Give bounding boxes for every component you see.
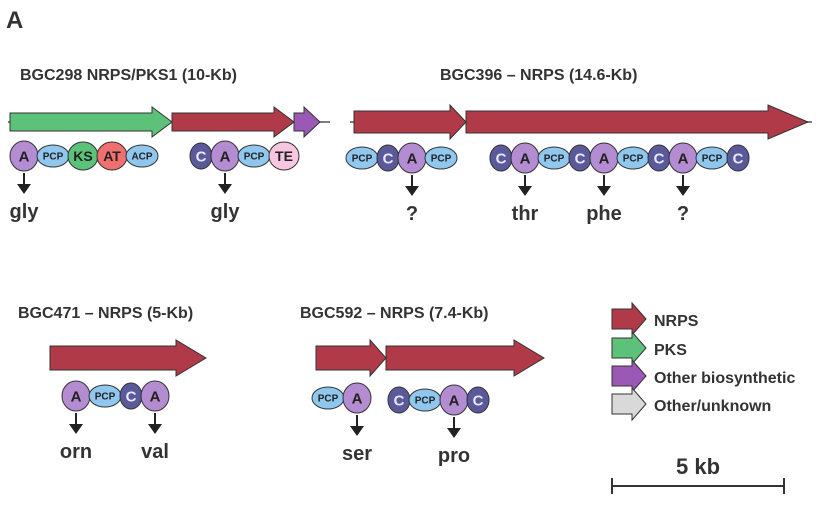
domain-label-a: A bbox=[71, 388, 82, 405]
panel-label: A bbox=[6, 7, 23, 34]
legend-label-pks: PKS bbox=[654, 342, 687, 359]
substrate-arrowhead bbox=[69, 424, 83, 434]
legend-item-other-unknown: Other/unknown bbox=[611, 386, 771, 422]
domain-label-pcp: PCP bbox=[415, 396, 436, 407]
substrate-label: gly bbox=[211, 201, 241, 223]
substrate-arrowhead bbox=[597, 186, 611, 196]
domain-label-pcp: PCP bbox=[431, 154, 452, 165]
gene-arrow-nrps bbox=[49, 339, 207, 377]
domain-label-pcp: PCP bbox=[244, 152, 265, 163]
substrate-label: ? bbox=[677, 203, 689, 225]
legend: NRPS PKS Other biosynthetic Other/unknow… bbox=[611, 301, 795, 422]
domain-label-pcp: PCP bbox=[544, 154, 565, 165]
domain-label-pcp: PCP bbox=[43, 152, 64, 163]
domain-te bbox=[268, 141, 300, 171]
gene-arrow-nrps bbox=[171, 106, 295, 138]
domain-label-c: C bbox=[733, 150, 744, 167]
cluster-title-bgc396: BGC396 – NRPS (14.6-Kb) bbox=[440, 67, 637, 84]
domain-label-c: C bbox=[394, 392, 405, 409]
scale-bar: 5 kb bbox=[611, 454, 785, 494]
domain-label-a: A bbox=[150, 388, 161, 405]
substrate-label: ? bbox=[406, 203, 418, 225]
substrate-arrowhead bbox=[148, 424, 162, 434]
gene-arrows bbox=[8, 103, 812, 378]
gene-arrow-nrps bbox=[315, 338, 387, 378]
domain-a bbox=[342, 382, 372, 414]
substrate-label: val bbox=[141, 441, 169, 463]
domain-label-pcp: PCP bbox=[318, 394, 339, 405]
domain-label-pcp: PCP bbox=[702, 154, 723, 165]
domain-label-at: AT bbox=[103, 148, 121, 164]
gene-arrow-other-biosynthetic bbox=[293, 105, 321, 139]
domain-label-a: A bbox=[520, 150, 531, 167]
substrate-arrowhead bbox=[218, 184, 232, 194]
cluster-title-bgc592: BGC592 – NRPS (7.4-Kb) bbox=[300, 305, 489, 322]
gene-arrow-pks bbox=[9, 106, 173, 138]
domain-label-a: A bbox=[352, 390, 363, 407]
cluster-title-bgc471: BGC471 – NRPS (5-Kb) bbox=[18, 305, 193, 322]
legend-item-nrps: NRPS bbox=[611, 301, 699, 337]
substrate-label: pro bbox=[438, 445, 470, 467]
domain-label-c: C bbox=[473, 392, 484, 409]
domain-label-c: C bbox=[575, 150, 586, 167]
substrate-arrowhead bbox=[447, 428, 461, 438]
legend-item-pks: PKS bbox=[611, 330, 687, 366]
domain-label-a: A bbox=[407, 150, 418, 167]
substrate-predictions: gly gly? thr phe ? orn val ser pro bbox=[10, 173, 690, 467]
substrate-label: thr bbox=[512, 203, 539, 225]
substrate-label: orn bbox=[60, 441, 92, 463]
domain-c bbox=[466, 386, 490, 414]
domain-label-pcp: PCP bbox=[352, 154, 373, 165]
domain-label-a: A bbox=[220, 148, 231, 165]
domain-label-ks: KS bbox=[73, 148, 92, 164]
substrate-arrowhead bbox=[405, 186, 419, 196]
domain-c bbox=[726, 144, 750, 172]
domain-label-a: A bbox=[599, 150, 610, 167]
domain-row: A PCP KS AT ACP C A PCP TE PCP C A PCP C A PCP C A PCP C A PC… bbox=[9, 140, 750, 416]
domain-label-a: A bbox=[678, 150, 689, 167]
domain-label-c: C bbox=[496, 150, 507, 167]
substrate-arrowhead bbox=[518, 186, 532, 196]
domain-label-c: C bbox=[654, 150, 665, 167]
domain-pcp bbox=[424, 146, 458, 170]
domain-label-pcp: PCP bbox=[95, 392, 116, 403]
cluster-title-bgc298: BGC298 NRPS/PKS1 (10-Kb) bbox=[20, 67, 237, 84]
domain-label-a: A bbox=[19, 148, 30, 165]
substrate-arrowhead bbox=[676, 186, 690, 196]
domain-label-c: C bbox=[126, 388, 137, 405]
substrate-label: phe bbox=[586, 203, 622, 225]
substrate-label: ser bbox=[342, 443, 372, 465]
domain-label-acp: ACP bbox=[131, 152, 152, 163]
domain-label-c: C bbox=[196, 148, 207, 165]
gene-arrow-nrps bbox=[385, 339, 545, 377]
legend-label-other-unknown: Other/unknown bbox=[654, 398, 771, 415]
substrate-label: gly bbox=[10, 201, 40, 223]
gene-arrow-nrps bbox=[353, 103, 467, 141]
domain-label-pcp: PCP bbox=[623, 154, 644, 165]
domain-label-te: TE bbox=[275, 148, 293, 164]
legend-item-other-biosynthetic: Other biosynthetic bbox=[611, 358, 795, 394]
domain-acp bbox=[125, 144, 159, 168]
scale-bar-label: 5 kb bbox=[676, 454, 720, 479]
substrate-arrowhead bbox=[350, 426, 364, 436]
domain-label-c: C bbox=[383, 150, 394, 167]
legend-label-other-biosynthetic: Other biosynthetic bbox=[654, 370, 795, 387]
substrate-arrowhead bbox=[17, 184, 31, 194]
domain-a bbox=[140, 380, 170, 412]
domain-label-a: A bbox=[449, 392, 460, 409]
legend-label-nrps: NRPS bbox=[654, 313, 699, 330]
gene-arrow-nrps bbox=[465, 104, 810, 140]
